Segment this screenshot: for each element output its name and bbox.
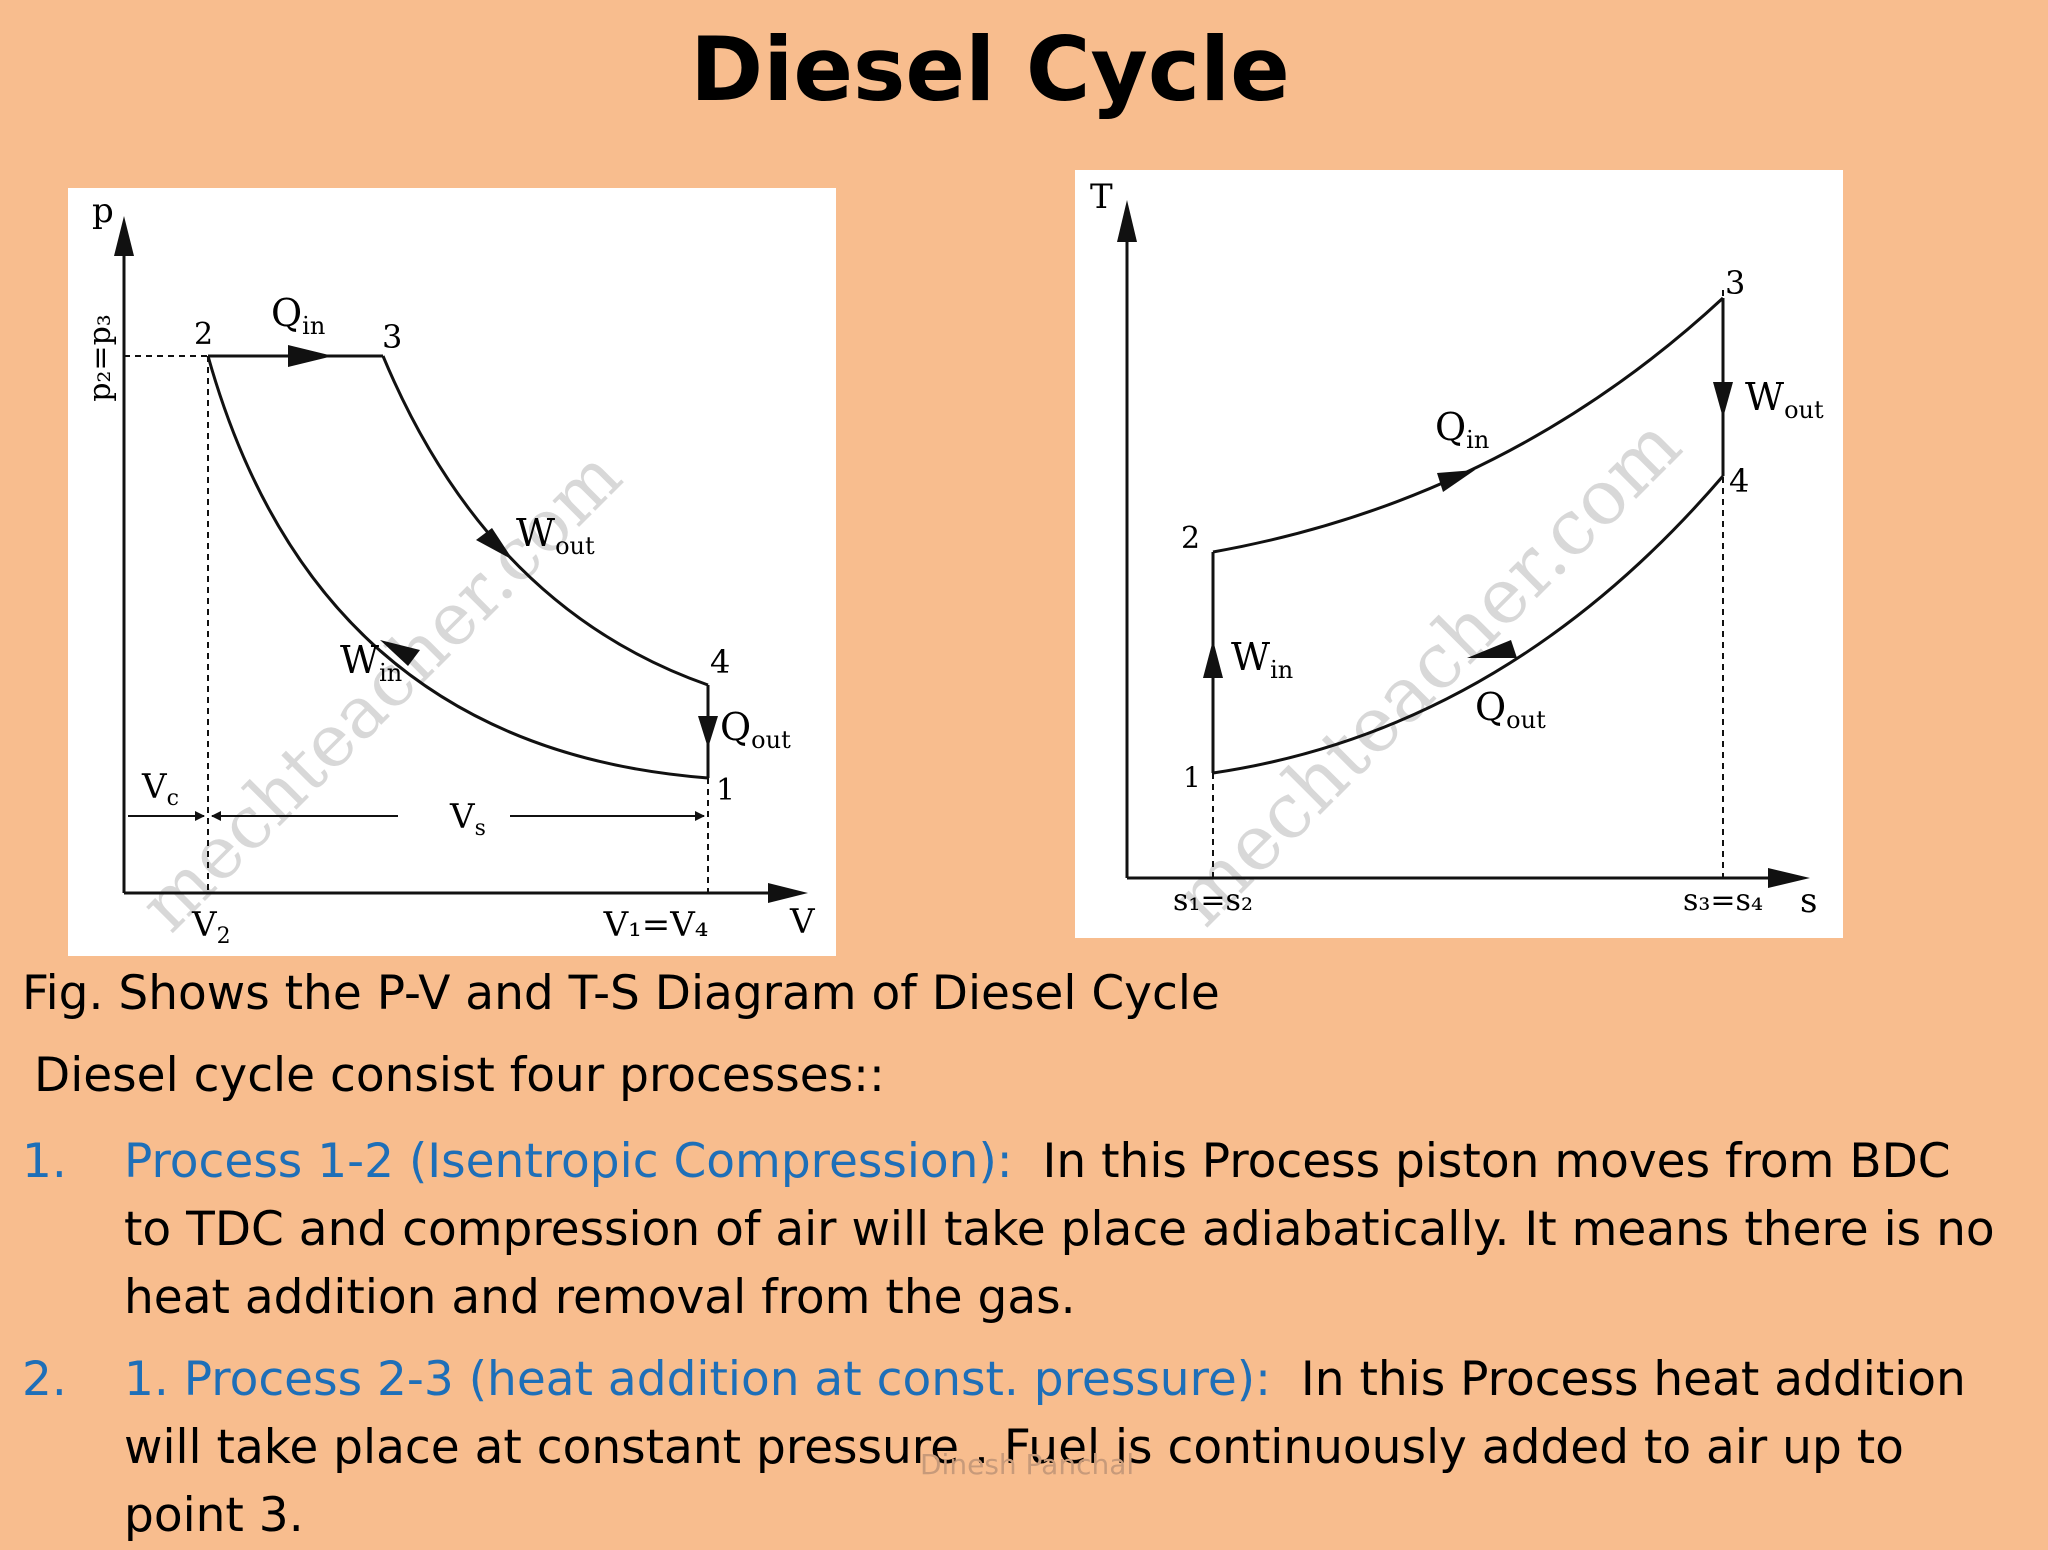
ts-win-label: Win [1231, 635, 1293, 684]
pv-wout-arrow-icon [476, 528, 513, 560]
pv-win-label: Win [340, 638, 402, 687]
pv-y-axis-arrow-icon [114, 216, 134, 256]
pv-win-arrow-icon [380, 640, 420, 666]
pv-process-1-2 [206, 355, 709, 780]
ts-qin-label: Qin [1435, 405, 1489, 454]
pv-pressure-label: p₂=p₃ [83, 314, 118, 402]
pv-point-2: 2 [194, 317, 213, 352]
list-item-number: 2. [22, 1352, 67, 1407]
ts-win-arrow-icon [1203, 640, 1223, 678]
pv-x-axis-arrow-icon [768, 883, 808, 903]
footer-author: Dinesh Panchal [920, 1448, 1135, 1481]
ts-x-axis-arrow-icon [1768, 868, 1810, 888]
list-item-number: 1. [22, 1134, 67, 1189]
ts-s34-label: s₃=s₄ [1683, 883, 1763, 918]
ts-wout-label: Wout [1745, 375, 1824, 424]
ts-point-1: 1 [1183, 761, 1201, 794]
ts-process-4-1 [1212, 475, 1725, 775]
pv-v14-label: V₁=V₄ [603, 905, 709, 945]
ts-qout-arrow-icon [1467, 640, 1517, 658]
list-item-text: In this Process piston moves from BDC to… [124, 1134, 1995, 1325]
pv-vs-label: Vs [449, 797, 486, 841]
ts-y-axis-arrow-icon [1117, 200, 1137, 242]
ts-qout-label: Qout [1475, 685, 1546, 734]
pv-v2-label: V2 [191, 905, 231, 949]
slide-title: Diesel Cycle [690, 18, 1290, 121]
pv-point-1: 1 [716, 773, 735, 808]
pv-qout-arrow-icon [698, 716, 718, 748]
pv-diagram-svg: mechteacher.com p V p₂=p₃ 2 3 4 1 Qin [83, 191, 816, 949]
pv-qout-label: Qout [720, 705, 791, 754]
ts-process-2-3 [1212, 296, 1725, 554]
pv-x-axis-label: V [789, 902, 816, 942]
ts-point-4: 4 [1729, 462, 1749, 500]
ts-x-axis-label: s [1800, 881, 1817, 921]
list-item: 2. 1. Process 2-3 (heat addition at cons… [22, 1346, 2012, 1550]
ts-wout-arrow-icon [1713, 382, 1733, 418]
pv-point-3: 3 [382, 318, 402, 356]
pv-point-4: 4 [710, 643, 730, 681]
ts-point-2: 2 [1181, 521, 1200, 556]
figure-caption: Fig. Shows the P-V and T-S Diagram of Di… [22, 966, 1220, 1021]
list-item-lead: 1. Process 2-3 (heat addition at const. … [124, 1352, 1271, 1407]
ts-s12-label: s₁=s₂ [1173, 883, 1253, 918]
pv-qin-arrow-icon [288, 345, 333, 367]
pv-process-3-4 [381, 355, 709, 687]
ts-y-axis-label: T [1090, 177, 1113, 217]
list-item-text: In this Process heat addition will take … [124, 1352, 1966, 1543]
pv-diagram: mechteacher.com p V p₂=p₃ 2 3 4 1 Qin [68, 188, 836, 956]
list-item: 1. Process 1-2 (Isentropic Compression):… [22, 1128, 2012, 1332]
ts-diagram-svg: mechteacher.com T s 1 2 3 4 Qin Wout [1090, 177, 1824, 938]
ts-diagram: mechteacher.com T s 1 2 3 4 Qin Wout [1075, 170, 1843, 938]
pv-wout-label: Wout [516, 511, 595, 560]
list-item-lead: Process 1-2 (Isentropic Compression): [124, 1134, 1013, 1189]
pv-vc-label: Vc [141, 767, 179, 811]
intro-text: Diesel cycle consist four processes:: [34, 1048, 885, 1103]
ts-point-3: 3 [1725, 264, 1745, 302]
pv-watermark: mechteacher.com [123, 433, 637, 947]
pv-y-axis-label: p [92, 191, 114, 231]
pv-qin-label: Qin [271, 291, 325, 340]
ts-qin-arrow-icon [1437, 470, 1475, 492]
